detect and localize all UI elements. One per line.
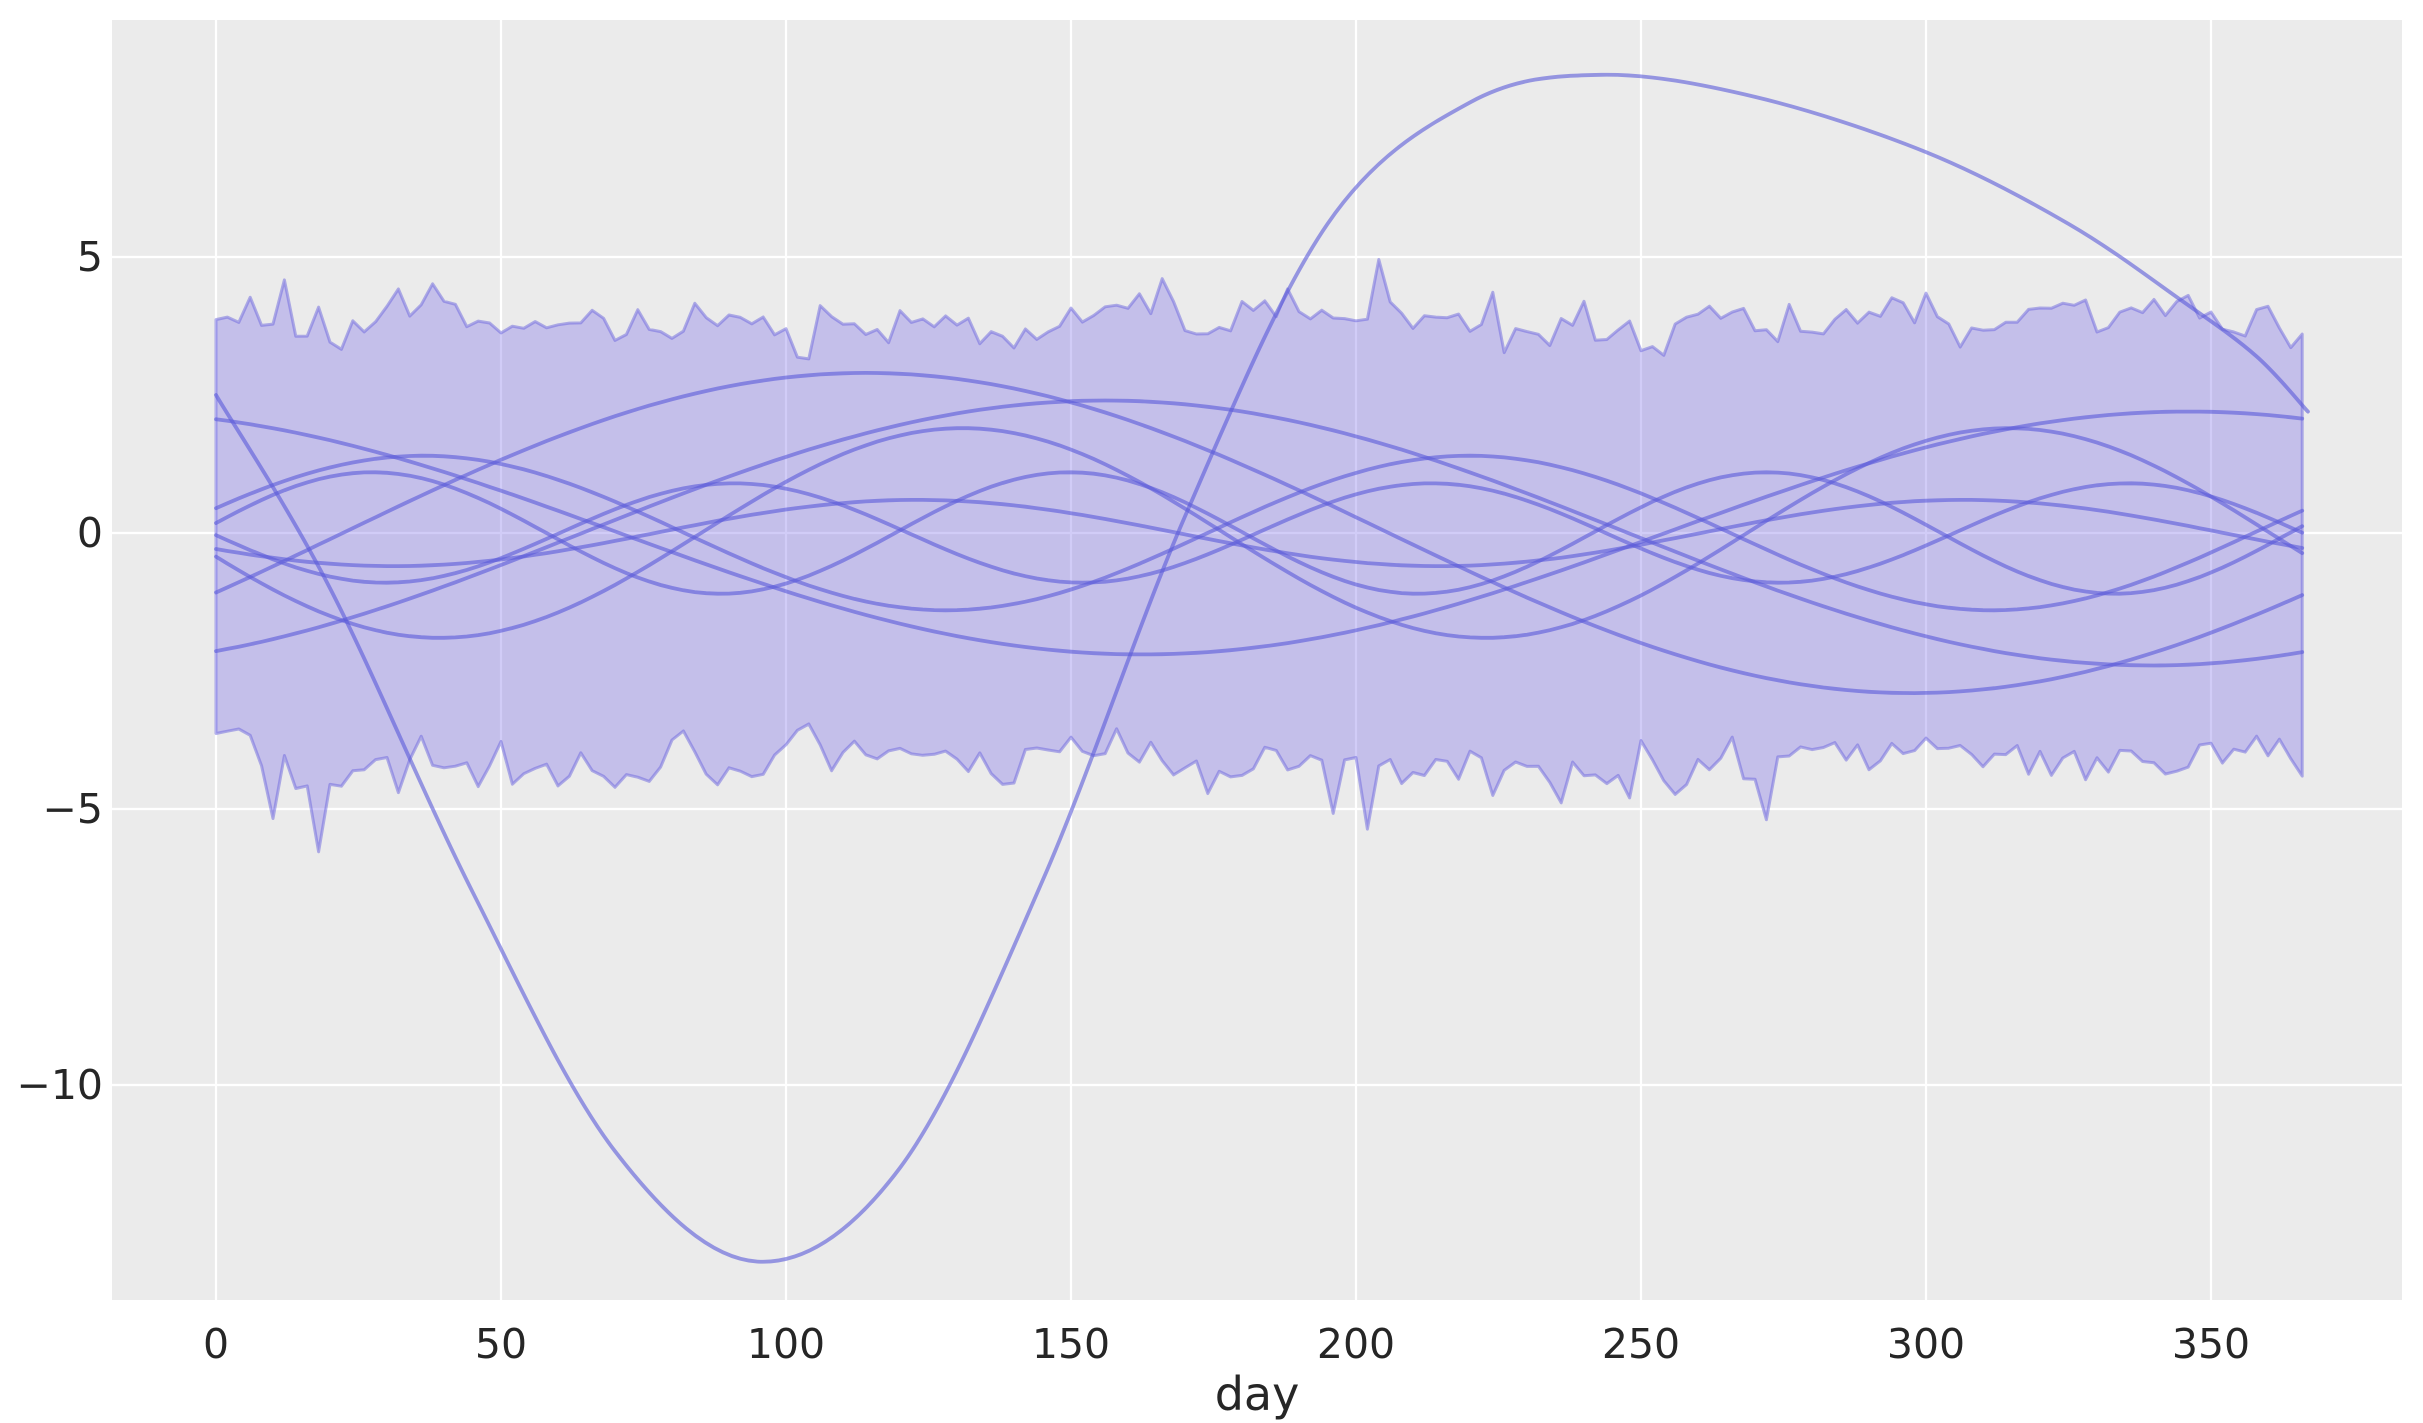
x-tick-label: 50 bbox=[475, 1320, 527, 1368]
y-tick-label: 5 bbox=[77, 233, 103, 281]
x-tick-label: 200 bbox=[1317, 1320, 1395, 1368]
series-line-8 bbox=[214, 481, 2305, 585]
plot-group bbox=[214, 72, 2310, 1264]
x-tick-label: 0 bbox=[203, 1320, 229, 1368]
series-line-4 bbox=[214, 453, 2305, 613]
series-line-5 bbox=[214, 426, 2305, 640]
plot-area bbox=[112, 20, 2402, 1300]
series-line-6 bbox=[214, 498, 2305, 568]
series-line-2 bbox=[214, 370, 2305, 696]
x-tick-label: 250 bbox=[1602, 1320, 1680, 1368]
x-axis-label: day bbox=[1215, 1367, 1300, 1421]
x-tick-label: 150 bbox=[1032, 1320, 1110, 1368]
series-line-1 bbox=[214, 409, 2305, 657]
y-tick-label: −5 bbox=[43, 785, 103, 833]
x-tick-label: 300 bbox=[1887, 1320, 1965, 1368]
outlier-series-line bbox=[214, 72, 2310, 1264]
series-line-7 bbox=[214, 470, 2305, 596]
y-tick-label: 0 bbox=[77, 509, 103, 557]
y-tick-label: −10 bbox=[16, 1061, 103, 1109]
x-tick-label: 100 bbox=[747, 1320, 825, 1368]
x-tick-label: 350 bbox=[2172, 1320, 2250, 1368]
